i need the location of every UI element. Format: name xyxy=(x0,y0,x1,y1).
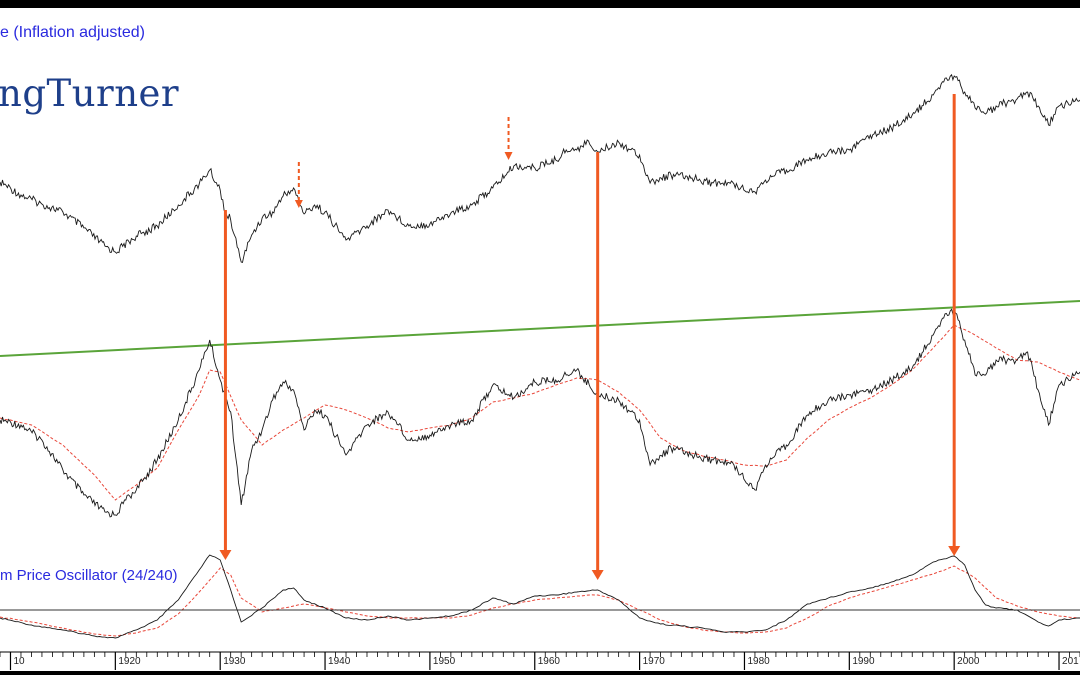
price-line-panel1 xyxy=(0,73,1080,263)
x-tick-label: 1970 xyxy=(643,656,666,667)
x-tick-label: 1960 xyxy=(538,656,561,667)
dashed-arrow-1 xyxy=(504,117,513,160)
moving-average-line-panel3 xyxy=(0,565,1080,637)
signal-arrow-4 xyxy=(948,94,961,556)
bottom-border xyxy=(0,671,1080,675)
x-tick-label: 1940 xyxy=(328,656,351,667)
dashed-arrow-0 xyxy=(294,162,303,208)
moving-average-line-panel2 xyxy=(0,324,1080,501)
top-border xyxy=(0,0,1080,8)
oscillator-label: m Price Oscillator (24/240) xyxy=(0,567,180,584)
x-tick-label: 201 xyxy=(1062,656,1079,667)
moving-average-layer xyxy=(0,324,1080,637)
x-tick-label: 10 xyxy=(13,656,25,667)
brand-logo-text: ngTurner xyxy=(0,72,180,115)
oscillator-line xyxy=(0,554,1080,639)
x-tick-label: 1980 xyxy=(747,656,770,667)
signal-arrow-2 xyxy=(219,210,232,560)
trendline-layer xyxy=(0,300,1080,357)
signal-arrow-3 xyxy=(591,152,604,580)
price-layer xyxy=(0,73,1080,639)
arrow-layer xyxy=(219,94,961,580)
price-line-panel2 xyxy=(0,308,1080,518)
x-tick-label: 1990 xyxy=(852,656,875,667)
x-axis: 10 1920 1930 1940 1950 1960 1970 1980 1990 2000 20… xyxy=(0,651,1080,670)
x-tick-label: 1950 xyxy=(433,656,456,667)
long-term-trendline xyxy=(0,300,1080,357)
x-tick-label: 1920 xyxy=(118,656,141,667)
x-tick-label: 2000 xyxy=(957,656,980,667)
panel1-label: e (Inflation adjusted) xyxy=(0,24,145,41)
x-tick-label: 1930 xyxy=(223,656,246,667)
